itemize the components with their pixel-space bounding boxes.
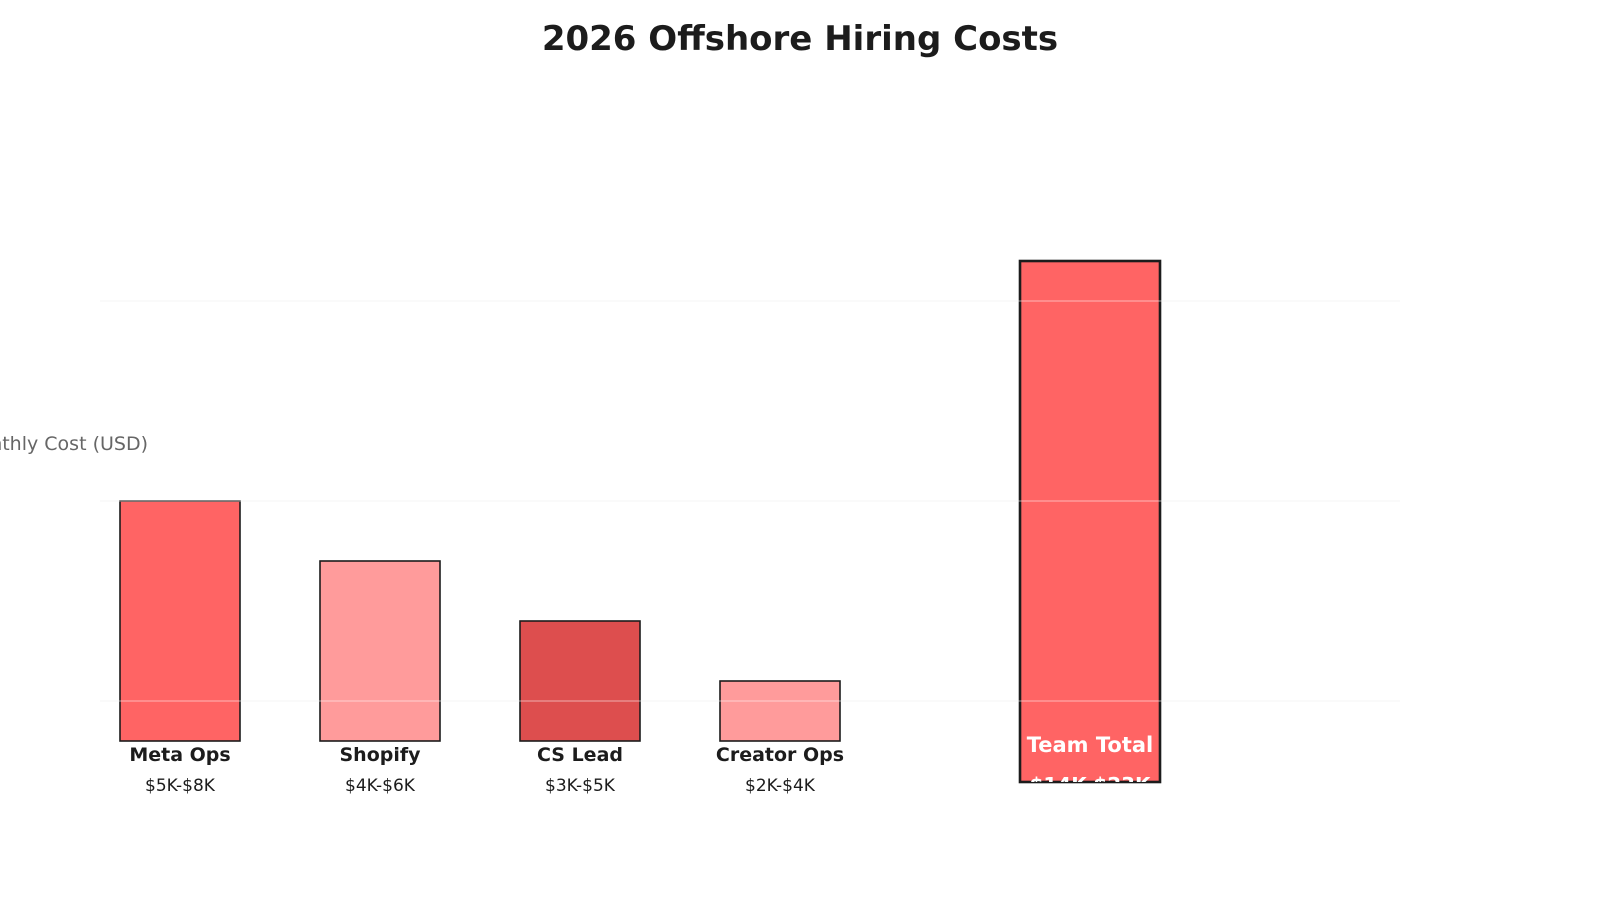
bar-cs-lead xyxy=(519,620,641,742)
chart-title: 2026 Offshore Hiring Costs xyxy=(542,19,1058,59)
bar-creator-ops xyxy=(719,680,841,742)
bar-shopify xyxy=(319,560,441,742)
bar-meta-ops xyxy=(119,500,241,742)
category-labels: Meta Ops $5K-$8K Shopify $4K-$6K CS Lead $3K-… xyxy=(129,733,1154,797)
category-label: Meta Ops xyxy=(129,744,230,766)
bar-team-total xyxy=(1018,259,1162,784)
total-category-label: Team Total xyxy=(1027,733,1154,757)
range-label: $5K-$8K xyxy=(145,776,216,796)
category-label: Creator Ops xyxy=(716,744,844,766)
category-label: Shopify xyxy=(339,744,421,766)
bars xyxy=(119,259,1162,784)
range-label: $3K-$5K xyxy=(545,776,616,796)
range-label: $4K-$6K xyxy=(345,776,416,796)
range-label: $2K-$4K xyxy=(745,776,816,796)
category-label: CS Lead xyxy=(537,744,623,766)
total-range-label: $14K-$23K xyxy=(1029,773,1152,797)
grid-lines-overlay xyxy=(100,300,1400,702)
y-axis-label: Monthly Cost (USD) xyxy=(0,433,148,455)
